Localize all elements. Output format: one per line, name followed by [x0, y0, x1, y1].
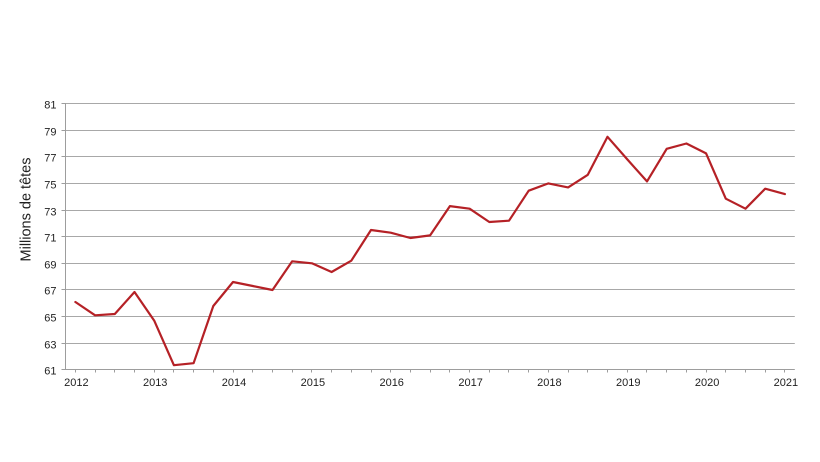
- svg-text:65: 65: [44, 312, 56, 324]
- svg-text:67: 67: [44, 285, 56, 297]
- svg-text:81: 81: [44, 99, 56, 111]
- svg-text:2019: 2019: [616, 377, 640, 389]
- svg-text:77: 77: [44, 152, 56, 164]
- svg-text:61: 61: [44, 365, 56, 377]
- svg-text:75: 75: [44, 179, 56, 191]
- svg-text:2017: 2017: [458, 377, 482, 389]
- svg-text:2021: 2021: [774, 377, 798, 389]
- svg-text:2020: 2020: [695, 377, 719, 389]
- svg-text:2014: 2014: [222, 377, 246, 389]
- svg-text:63: 63: [44, 339, 56, 351]
- svg-text:2018: 2018: [537, 377, 561, 389]
- svg-text:79: 79: [44, 126, 56, 138]
- svg-text:71: 71: [44, 232, 56, 244]
- svg-text:73: 73: [44, 206, 56, 218]
- svg-text:2013: 2013: [143, 377, 167, 389]
- svg-text:2016: 2016: [379, 377, 403, 389]
- svg-text:2015: 2015: [301, 377, 325, 389]
- svg-text:69: 69: [44, 259, 56, 271]
- svg-text:Millions de têtes: Millions de têtes: [19, 158, 35, 262]
- svg-text:2012: 2012: [64, 377, 88, 389]
